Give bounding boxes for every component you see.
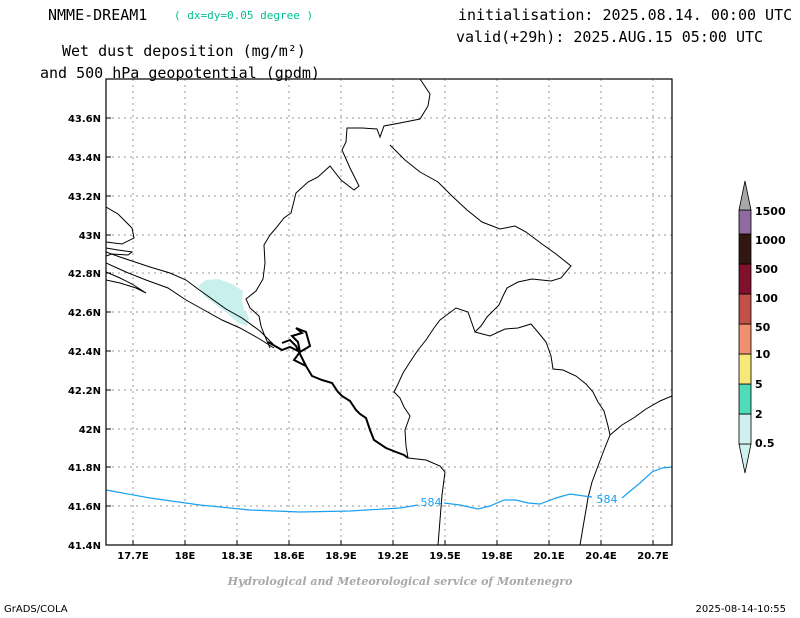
legend-label: 10 xyxy=(755,348,771,361)
lat-ticks xyxy=(106,117,111,507)
legend-label: 100 xyxy=(755,292,778,305)
lon-tick-label: 18.3E xyxy=(221,551,253,562)
plot-title-line2: and 500 hPa geopotential (gpdm) xyxy=(40,64,320,82)
legend-swatch xyxy=(738,383,752,415)
credit-watermark: Hydrological and Meteorological service … xyxy=(227,575,573,588)
contour-label: 584 xyxy=(421,496,442,509)
legend-label: 0.5 xyxy=(755,437,775,450)
lat-tick-label: 43.6N xyxy=(68,114,101,125)
lat-tick-label: 42N xyxy=(79,425,101,436)
legend-label: 1000 xyxy=(755,234,786,247)
lat-tick-label: 41.8N xyxy=(68,463,101,474)
lat-tick-label: 42.2N xyxy=(68,386,101,397)
lon-tick-label: 20.7E xyxy=(637,551,669,562)
lon-axis: 17.7E 18E 18.3E 18.6E 18.9E 19.2E 19.5E … xyxy=(117,551,669,562)
lat-tick-label: 43.4N xyxy=(68,153,101,164)
legend-label: 5 xyxy=(755,378,763,391)
lat-axis: 43.6N 43.4N 43.2N 43N 42.8N 42.6N 42.4N … xyxy=(68,114,101,552)
plot-title-line1: Wet dust deposition (mg/m²) xyxy=(62,42,306,60)
valid-time: valid(+29h): 2025.AUG.15 05:00 UTC xyxy=(456,28,764,46)
lon-tick-label: 20.4E xyxy=(585,551,617,562)
lon-tick-label: 19.2E xyxy=(377,551,409,562)
legend-swatch xyxy=(738,233,752,265)
lon-tick-label: 17.7E xyxy=(117,551,149,562)
contour-label: 584 xyxy=(597,493,618,506)
legend-swatch xyxy=(738,263,752,295)
lat-tick-label: 43N xyxy=(79,231,101,242)
legend-high-arrow xyxy=(738,180,752,211)
color-legend: 0.5 2 5 10 50 100 500 1000 1500 xyxy=(738,180,786,474)
resolution-note: ( dx=dy=0.05 degree ) xyxy=(174,9,314,22)
lat-tick-label: 42.6N xyxy=(68,308,101,319)
coastline xyxy=(267,327,409,459)
legend-label: 500 xyxy=(755,263,778,276)
lat-tick-label: 43.2N xyxy=(68,192,101,203)
lon-ticks xyxy=(132,540,654,545)
grid-lines xyxy=(106,79,672,545)
dust-deposition-area xyxy=(198,279,249,326)
legend-swatch xyxy=(738,293,752,325)
legend-swatch xyxy=(738,353,752,385)
legend-swatch xyxy=(738,413,752,445)
model-name: NMME-DREAM1 xyxy=(48,6,148,24)
legend-label: 50 xyxy=(755,321,771,334)
lon-tick-label: 19.8E xyxy=(481,551,513,562)
initialisation-time: initialisation: 2025.08.14. 00:00 UTC xyxy=(458,6,793,24)
geopotential-584-contour xyxy=(106,466,672,513)
generation-timestamp: 2025-08-14-10:55 xyxy=(695,604,786,615)
lat-tick-label: 42.8N xyxy=(68,269,101,280)
legend-label: 1500 xyxy=(755,205,786,218)
lon-tick-label: 18.9E xyxy=(325,551,357,562)
lon-tick-label: 18.6E xyxy=(273,551,305,562)
lon-tick-label: 19.5E xyxy=(429,551,461,562)
legend-swatch xyxy=(738,209,752,235)
lat-tick-label: 41.4N xyxy=(68,541,101,552)
legend-swatch xyxy=(738,323,752,355)
software-label: GrADS/COLA xyxy=(4,604,68,615)
lat-tick-label: 42.4N xyxy=(68,347,101,358)
lon-tick-label: 20.1E xyxy=(533,551,565,562)
lat-tick-label: 41.6N xyxy=(68,502,101,513)
legend-low-arrow xyxy=(738,443,752,474)
legend-label: 2 xyxy=(755,408,763,421)
lon-tick-label: 18E xyxy=(175,551,196,562)
borders xyxy=(106,79,672,545)
